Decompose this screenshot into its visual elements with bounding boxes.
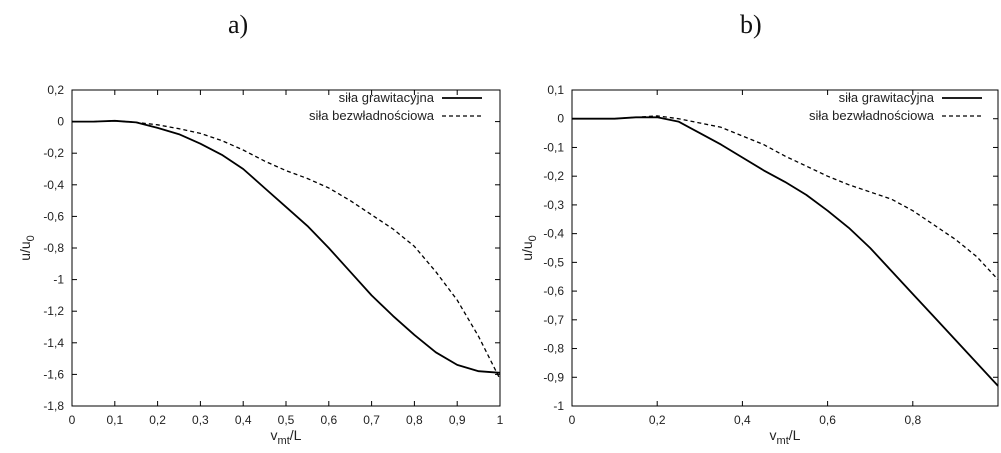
- y-tick-label: 0,1: [547, 83, 564, 97]
- y-tick-label: -1,2: [43, 304, 64, 318]
- y-tick-label: -1: [53, 273, 64, 287]
- x-tick-label: 0,8: [904, 413, 921, 427]
- x-tick-label: 0,1: [106, 413, 123, 427]
- series-line-inertial: [572, 115, 999, 281]
- x-tick-label: 0,9: [449, 413, 466, 427]
- x-tick-label: 1: [497, 413, 504, 427]
- x-tick-label: 0,8: [406, 413, 423, 427]
- y-tick-label: -0,4: [543, 227, 564, 241]
- x-tick-label: 0,4: [734, 413, 751, 427]
- y-tick-label: -0,3: [543, 198, 564, 212]
- y-tick-label: -0,5: [543, 255, 564, 269]
- legend-label: siła grawitacyjna: [339, 90, 435, 105]
- y-axis-label: u/u0: [519, 235, 539, 261]
- y-tick-label: 0,2: [47, 83, 64, 97]
- y-tick-label: -0,1: [543, 140, 564, 154]
- y-tick-label: -0,9: [543, 370, 564, 384]
- legend-label: siła grawitacyjna: [839, 90, 935, 105]
- legend-label: siła bezwładnościowa: [309, 108, 435, 123]
- chart-b: 0 0,2 0,4 0,6 0,8 0,1 0 -0,1 -0,2 -0,3 -0,4 -0,5 -0,…: [519, 83, 999, 447]
- legend-label: siła bezwładnościowa: [809, 108, 935, 123]
- x-axis-label: vmt/L: [770, 427, 801, 447]
- x-tick-label: 0: [69, 413, 76, 427]
- panel-label-a: a): [228, 10, 249, 39]
- x-tick-label: 0,3: [192, 413, 209, 427]
- plot-frame: [71, 89, 501, 407]
- y-tick-label: 0: [57, 115, 64, 129]
- y-tick-label: -0,8: [543, 342, 564, 356]
- x-tick-label: 0,6: [819, 413, 836, 427]
- y-tick-label: -0,8: [43, 241, 64, 255]
- x-tick-label: 0,2: [149, 413, 166, 427]
- x-tick-label: 0,7: [363, 413, 380, 427]
- y-tick-label: -0,2: [43, 146, 64, 160]
- series-line-gravitational: [72, 119, 501, 374]
- x-axis-label: vmt/L: [271, 427, 302, 447]
- x-tick-label: 0: [569, 413, 576, 427]
- y-tick-label: -0,7: [543, 313, 564, 327]
- y-tick-label: 0: [557, 112, 564, 126]
- plot-frame: [571, 89, 999, 407]
- panel-label-b: b): [740, 10, 762, 39]
- chart-a: 0 0,1 0,2 0,3 0,4 0,5 0,6 0,7 0,8 0,9 1 0,2 0 -0,2 -0,…: [17, 83, 504, 447]
- series-line-gravitational: [572, 116, 999, 387]
- y-tick-label: -1: [553, 399, 564, 413]
- y-tick-label: -1,8: [43, 399, 64, 413]
- y-tick-label: -1,6: [43, 367, 64, 381]
- y-tick-label: -0,6: [43, 209, 64, 223]
- x-tick-label: 0,5: [278, 413, 295, 427]
- y-tick-label: -1,4: [43, 336, 64, 350]
- series-line-inertial: [72, 120, 501, 380]
- y-axis-label: u/u0: [17, 235, 37, 261]
- x-tick-label: 0,4: [235, 413, 252, 427]
- x-tick-label: 0,6: [320, 413, 337, 427]
- y-tick-label: -0,6: [543, 284, 564, 298]
- y-tick-label: -0,2: [543, 169, 564, 183]
- y-tick-label: -0,4: [43, 178, 64, 192]
- x-tick-label: 0,2: [649, 413, 666, 427]
